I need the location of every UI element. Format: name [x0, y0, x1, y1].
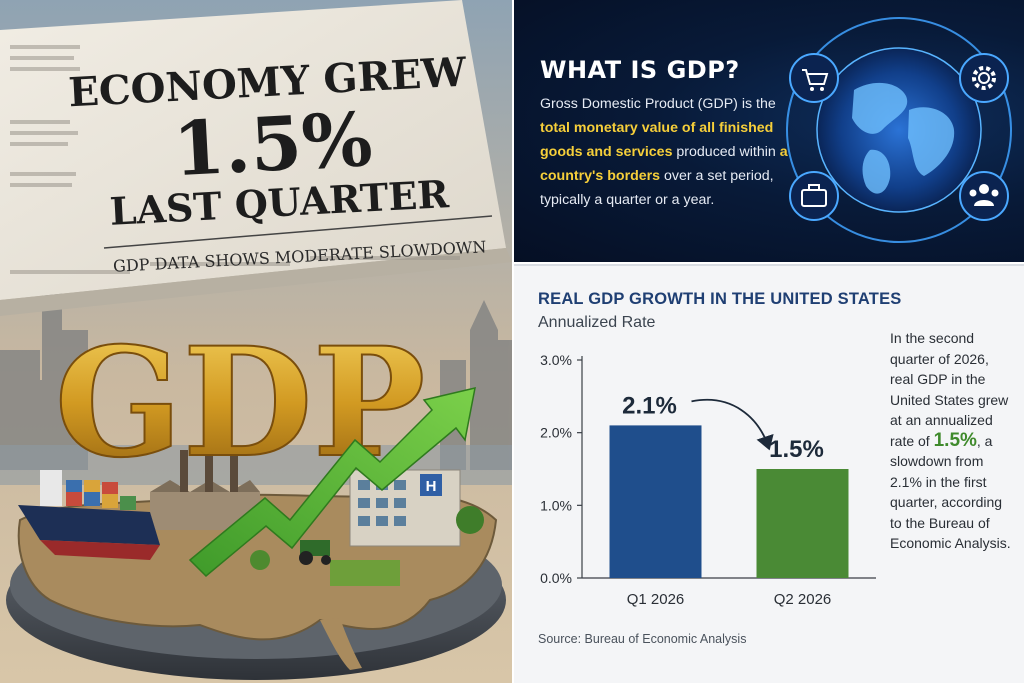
- info-highlight-1: total monetary value of all finished goo…: [540, 120, 774, 160]
- y-tick-label: 2.0%: [540, 425, 572, 441]
- info-text-part-3: over a set period, typically a quarter o…: [540, 168, 774, 208]
- newspaper: ECONOMY GREW 1.5% LAST QUARTER GDP DATA …: [0, 0, 512, 316]
- farmland: [250, 506, 484, 586]
- what-is-gdp-panel: WHAT IS GDP? Gross Domestic Product (GDP…: [514, 0, 1024, 262]
- florida: [320, 618, 362, 670]
- cargo-ship: [18, 470, 160, 560]
- info-description: Gross Domestic Product (GDP) is the tota…: [540, 92, 790, 212]
- info-text-part-1: Gross Domestic Product (GDP) is the: [540, 96, 776, 112]
- chart-source: Source: Bureau of Economic Analysis: [538, 632, 747, 646]
- y-tick-label: 3.0%: [540, 352, 572, 368]
- shopping-cart-icon: [789, 53, 839, 103]
- gear-icon: [959, 53, 1009, 103]
- gdp-illustration: ECONOMY GREW 1.5% LAST QUARTER GDP DATA …: [0, 0, 512, 683]
- hospital-sign: H: [426, 478, 437, 495]
- x-category-label: Q2 2026: [774, 591, 832, 608]
- bar-chart: 0.0% 1.0% 2.0% 3.0% 2.1% Q1 2026 1.5% Q2 2026: [540, 352, 876, 608]
- chart-title: REAL GDP GROWTH IN THE UNITED STATES: [538, 290, 902, 308]
- note-part-1: In the second quarter of 2026, real GDP …: [890, 330, 1009, 449]
- info-text-part-2: produced within: [672, 144, 780, 160]
- globe-outline: [816, 47, 982, 213]
- note-highlight: 1.5%: [933, 429, 977, 451]
- growth-arrow: [188, 387, 476, 578]
- info-highlight-2: a country's borders: [540, 144, 788, 184]
- x-category-label: Q1 2026: [627, 591, 685, 608]
- y-tick-label: 1.0%: [540, 497, 572, 513]
- chart-subtitle: Annualized Rate: [538, 314, 656, 331]
- slowdown-arrow: [691, 399, 774, 451]
- bar-q2-2026: [756, 469, 849, 578]
- y-tick-label: 0.0%: [540, 570, 572, 586]
- globe-orbit-ring: [786, 17, 1012, 243]
- headline-line-2: 1.5%: [171, 97, 374, 193]
- gdp-growth-chart-panel: REAL GDP GROWTH IN THE UNITED STATES Ann…: [514, 264, 1024, 683]
- info-title: WHAT IS GDP?: [540, 56, 740, 84]
- chart-note: In the second quarter of 2026, real GDP …: [890, 328, 1016, 554]
- illustration-canvas: ECONOMY GREW 1.5% LAST QUARTER GDP DATA …: [0, 0, 512, 683]
- bar-q1-2026: [609, 425, 702, 578]
- note-part-2: , a slowdown from 2.1% in the first quar…: [890, 432, 1011, 552]
- people-icon: [959, 171, 1009, 221]
- globe-continents: [852, 82, 955, 194]
- globe-graphic: [786, 17, 1012, 243]
- bar-value-label: 1.5%: [769, 436, 824, 463]
- bar-value-label: 2.1%: [622, 392, 677, 419]
- briefcase-icon: [789, 171, 839, 221]
- globe: [817, 48, 981, 212]
